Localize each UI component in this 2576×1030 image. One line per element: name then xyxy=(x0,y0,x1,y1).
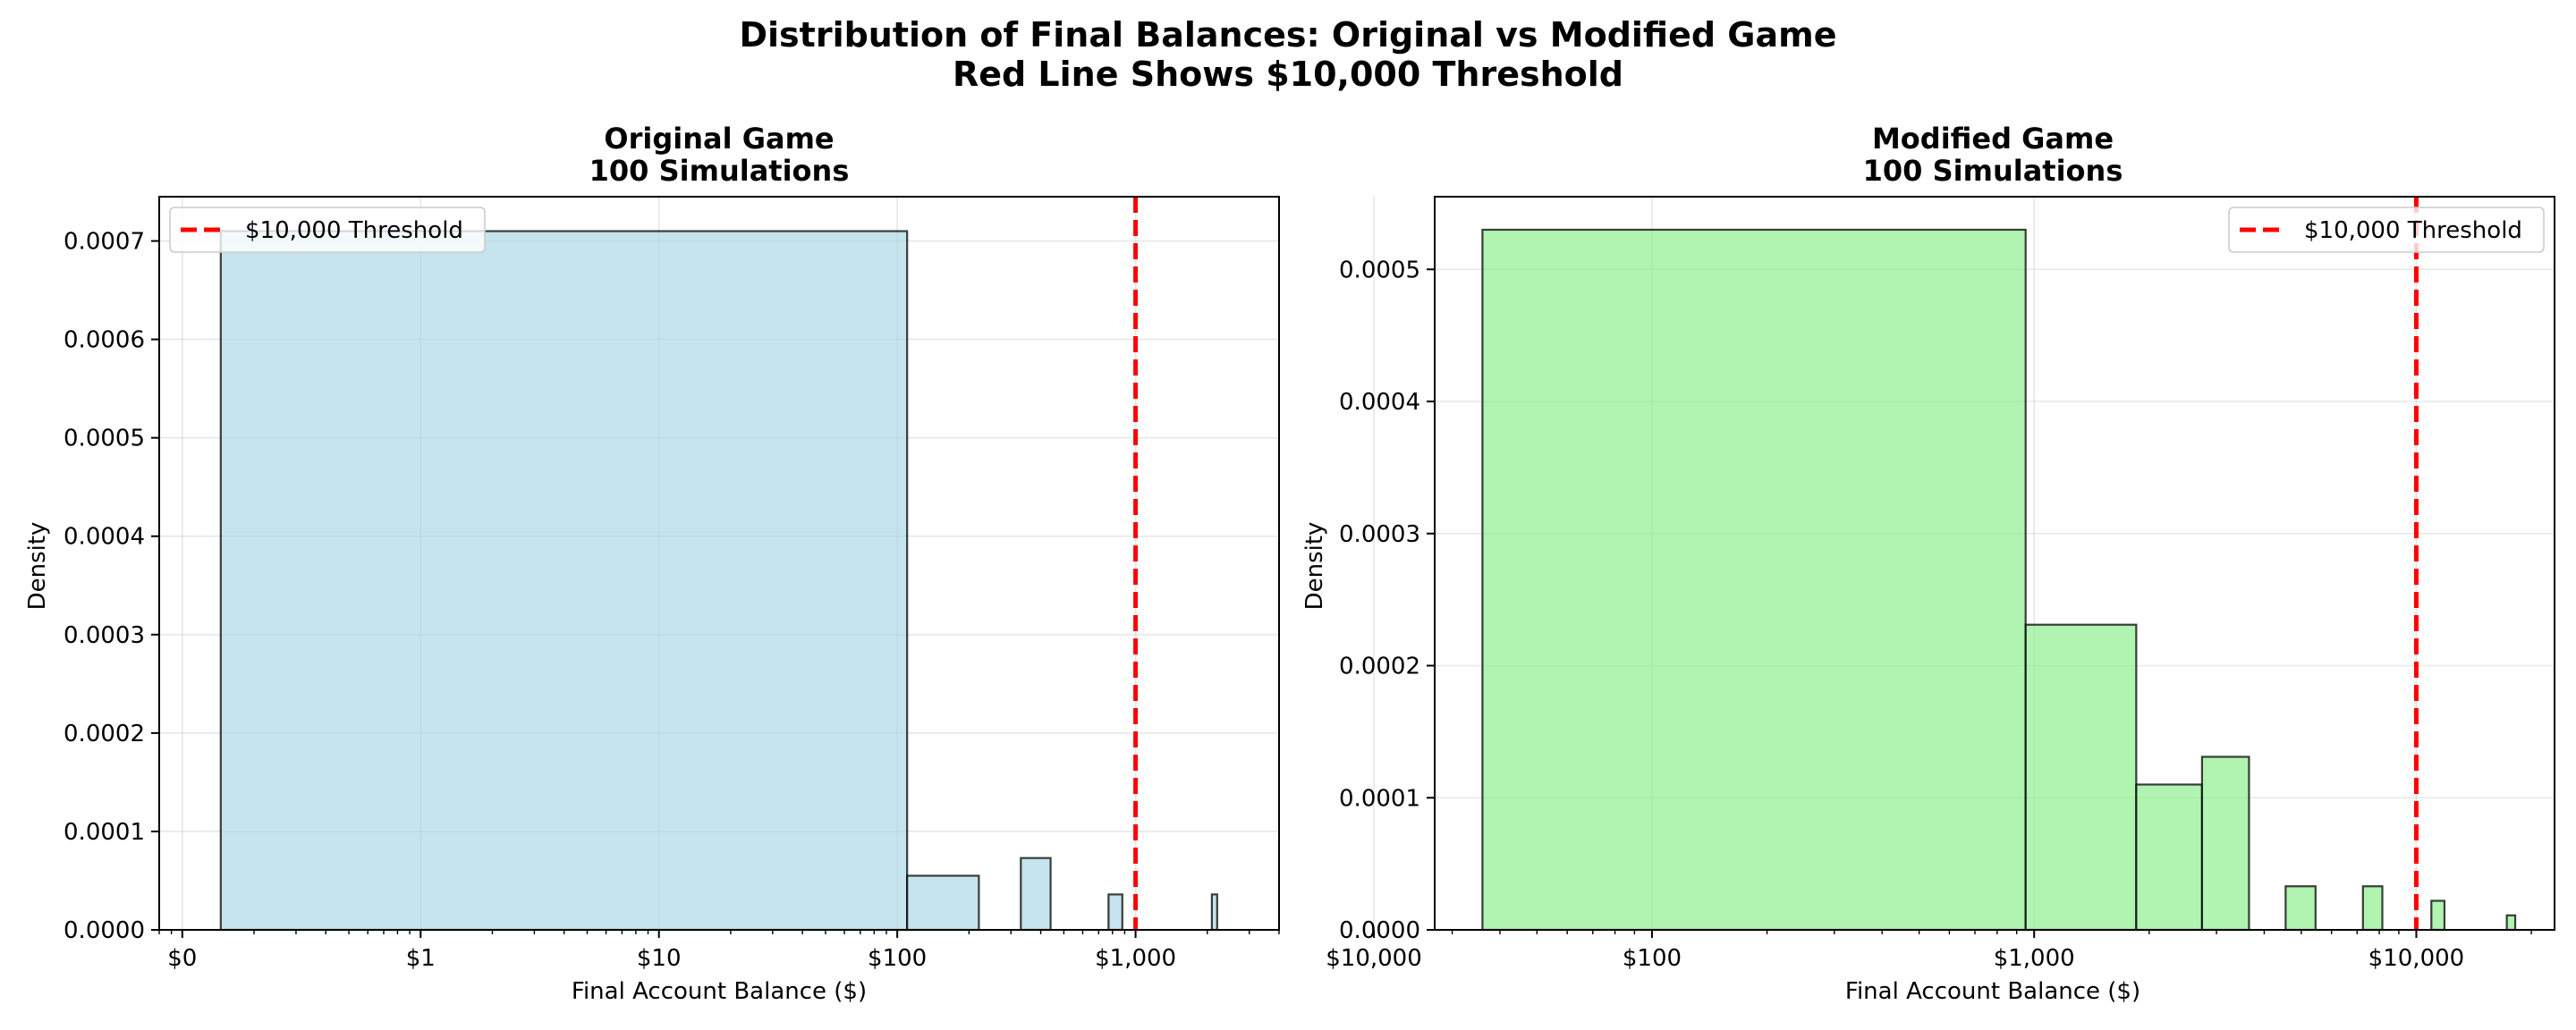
original-game-ytick-label-4: 0.0004 xyxy=(64,524,145,551)
original-game-ytick-label-2: 0.0002 xyxy=(64,721,145,747)
modified-game-xtick-label-1: $1,000 xyxy=(1994,945,2075,972)
original-game-title-line1: Original Game xyxy=(604,122,834,156)
original-game-ytick-label-0: 0.0000 xyxy=(64,917,145,944)
original-game-xtick-label-3: $100 xyxy=(868,945,927,972)
modified-game-xlabel: Final Account Balance ($) xyxy=(1845,978,2140,1005)
modified-game-axes-frame xyxy=(1434,196,2555,931)
original-game-bar-3 xyxy=(1107,893,1123,932)
modified-game-ytick-label-3: 0.0003 xyxy=(1339,521,1420,548)
original-game-xtick-label-5: $10,000 xyxy=(1326,945,1422,972)
original-game-xlabel: Final Account Balance ($) xyxy=(572,978,867,1005)
modified-game-bar-4 xyxy=(2284,885,2317,932)
original-game-xtick-label-2: $10 xyxy=(637,945,682,972)
modified-game-legend-label: $10,000 Threshold xyxy=(2304,217,2522,244)
original-game-ytick-label-1: 0.0001 xyxy=(64,819,145,846)
modified-game-xtick-label-0: $100 xyxy=(1623,945,1682,972)
figure-title-line2: Red Line Shows $10,000 Threshold xyxy=(953,55,1623,94)
modified-game-ytick-label-4: 0.0004 xyxy=(1339,389,1420,416)
modified-game-ytick-label-1: 0.0001 xyxy=(1339,785,1420,812)
modified-game-title-line2: 100 Simulations xyxy=(1863,154,2123,188)
original-game-ytick-label-6: 0.0006 xyxy=(64,327,145,354)
modified-game-bar-3 xyxy=(2200,756,2250,932)
modified-game-bar-0 xyxy=(1481,228,2027,932)
original-game-axes-frame xyxy=(158,196,1280,931)
original-game-ytick-label-5: 0.0005 xyxy=(64,426,145,452)
original-game-legend-label: $10,000 Threshold xyxy=(245,217,463,244)
modified-game-bar-2 xyxy=(2135,783,2204,932)
modified-game-ylabel: Density xyxy=(1301,522,1328,611)
original-game-bar-4 xyxy=(1210,893,1218,932)
modified-game-panel: Modified Game 100 Simulations Final Acco… xyxy=(1301,122,2555,1005)
figure-title-line1: Distribution of Final Balances: Original… xyxy=(739,15,1836,55)
original-game-ylabel: Density xyxy=(24,522,51,611)
original-game-ytick-label-7: 0.0007 xyxy=(64,229,145,256)
original-game-ytick-label-3: 0.0003 xyxy=(64,622,145,649)
original-game-legend: $10,000 Threshold xyxy=(169,207,486,253)
modified-game-bar-1 xyxy=(2024,623,2138,932)
original-game-xtick-label-1: $1 xyxy=(406,945,436,972)
original-game-title-line2: 100 Simulations xyxy=(589,154,850,188)
modified-game-ytick-label-0: 0.0000 xyxy=(1339,917,1420,944)
original-game-xtick-label-4: $1,000 xyxy=(1095,945,1176,972)
original-game-xtick-label-0: $0 xyxy=(167,945,197,972)
original-game-legend-box xyxy=(169,207,486,253)
modified-game-bar-5 xyxy=(2361,885,2384,932)
modified-game-ytick-label-5: 0.0005 xyxy=(1339,257,1420,283)
modified-game-title-line1: Modified Game xyxy=(1872,122,2114,156)
original-game-panel: Original Game 100 Simulations Final Acco… xyxy=(24,122,1422,1005)
modified-game-bar-6 xyxy=(2430,899,2446,932)
modified-game-legend: $10,000 Threshold xyxy=(2228,207,2545,253)
modified-game-bar-7 xyxy=(2505,914,2517,932)
modified-game-legend-box xyxy=(2228,207,2545,253)
modified-game-ytick-label-2: 0.0002 xyxy=(1339,654,1420,680)
original-game-bar-2 xyxy=(1020,857,1052,932)
original-game-bar-1 xyxy=(906,874,980,932)
modified-game-xtick-label-2: $10,000 xyxy=(2368,945,2465,972)
original-game-bar-0 xyxy=(219,230,909,932)
